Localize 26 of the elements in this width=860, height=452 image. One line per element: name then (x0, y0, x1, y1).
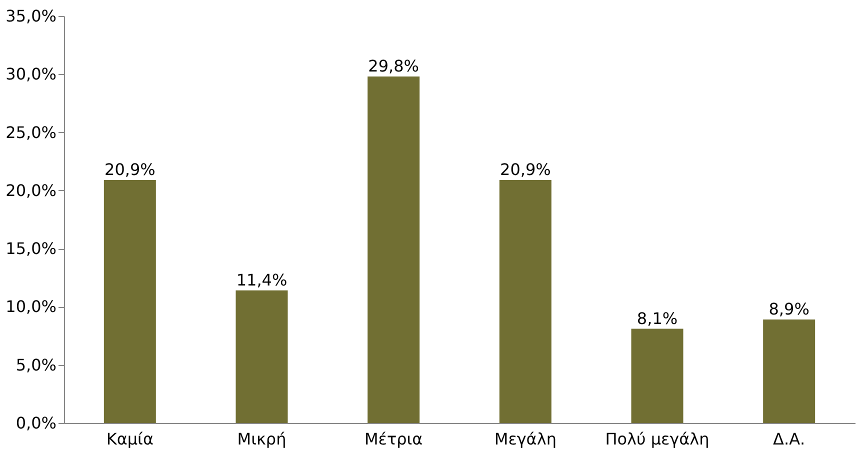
data-label: 29,8% (368, 56, 419, 76)
y-tick-label: 5,0% (16, 355, 56, 374)
data-label: 20,9% (500, 160, 551, 179)
x-tick-label: Πολύ μεγάλη (605, 430, 710, 448)
data-label: 8,1% (636, 308, 678, 328)
bar (763, 320, 816, 423)
x-tick-label: Μικρή (237, 430, 286, 448)
bar (368, 76, 420, 423)
y-tick-label: 0,0% (16, 414, 56, 432)
data-label: 20,9% (104, 160, 156, 179)
data-label: 8,9% (768, 300, 810, 319)
x-tick-label: Καμία (106, 430, 154, 448)
y-tick-label: 20,0% (6, 180, 56, 200)
y-tick-label: 25,0% (6, 122, 56, 142)
y-tick-label: 10,0% (6, 297, 56, 316)
bar (631, 328, 684, 423)
y-tick-label: 30,0% (6, 64, 56, 84)
bar (236, 290, 288, 423)
bar (104, 180, 156, 423)
y-tick-label: 35,0% (6, 6, 56, 26)
x-tick-label: Δ.Α. (773, 430, 806, 448)
y-tick-label: 15,0% (6, 239, 56, 258)
x-tick-label: Μεγάλη (494, 430, 556, 448)
x-tick-label: Μέτρια (364, 430, 423, 448)
data-label: 11,4% (236, 270, 288, 290)
bar (499, 180, 552, 423)
